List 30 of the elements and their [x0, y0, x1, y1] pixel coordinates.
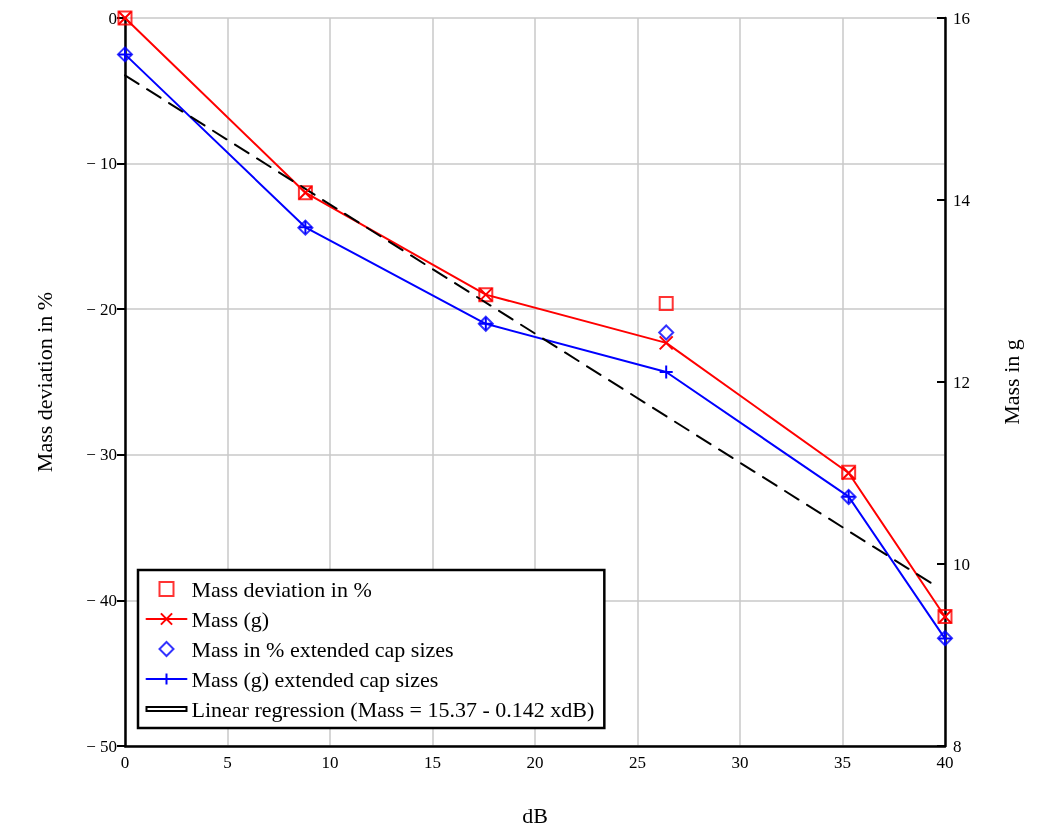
point	[658, 295, 674, 311]
point	[658, 324, 675, 341]
y2-tick-label: 12	[953, 372, 970, 392]
y-axis-title: Mass deviation in %	[31, 291, 57, 473]
y-tick-label: 0	[108, 8, 117, 28]
y-tick-label: − 20	[86, 299, 117, 319]
y2-tick-label: 16	[953, 8, 970, 28]
legend-label: Mass (g)	[191, 606, 270, 632]
legend-label: Mass (g) extended cap sizes	[191, 666, 439, 692]
x-tick-label: 30	[731, 753, 749, 772]
x-tick-label: 25	[629, 753, 646, 772]
y-tick-label: − 40	[86, 590, 117, 610]
legend-label: Mass in % extended cap sizes	[191, 636, 454, 662]
y2-axis-title: Mass in g	[998, 339, 1024, 425]
x-tick-label: 35	[834, 753, 851, 772]
y2-tick-label: 10	[953, 554, 970, 574]
x-tick-label: 5	[223, 753, 232, 772]
x-tick-label: 10	[321, 753, 339, 772]
y-tick-label: − 10	[86, 154, 117, 174]
legend-label: Linear regression (Mass = 15.37 - 0.142 xdB)	[191, 696, 595, 722]
x-tick-label: 0	[120, 753, 130, 772]
x-axis-title: dB	[522, 802, 548, 828]
legend-label: Mass deviation in %	[191, 576, 372, 602]
y2-tick-label: 8	[953, 736, 962, 756]
x-tick-label: 40	[936, 753, 954, 772]
x-tick-label: 15	[424, 753, 441, 772]
y2-tick-label: 14	[953, 190, 971, 210]
y-tick-label: − 30	[86, 445, 117, 465]
y-tick-label: − 50	[86, 736, 117, 756]
x-tick-label: 20	[526, 753, 544, 772]
